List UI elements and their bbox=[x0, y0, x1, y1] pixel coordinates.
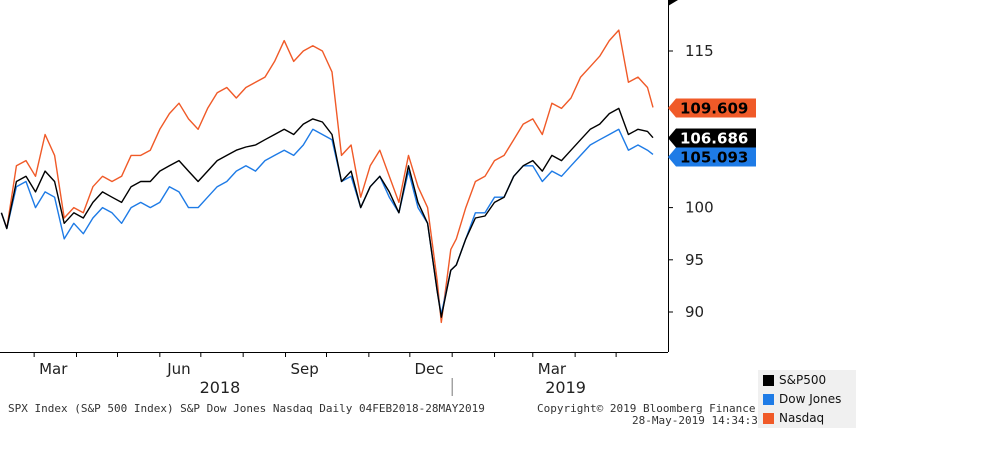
y-tick-label-115: 115 bbox=[685, 42, 714, 60]
series-line-nasdaq bbox=[0, 29, 654, 324]
x-tick-label-mar-4: Mar bbox=[538, 360, 567, 378]
legend-item-dow-jones: Dow Jones bbox=[758, 390, 856, 408]
footer-copyright: Copyright© 2019 Bloomberg Finance L.P. bbox=[537, 402, 789, 415]
series-line-sp500 bbox=[0, 107, 654, 318]
legend-label-sp500: S&P500 bbox=[779, 373, 827, 387]
legend-swatch-dow-jones bbox=[763, 393, 774, 405]
year-label-2019: 2019 bbox=[545, 378, 586, 397]
series-line-dow-jones bbox=[0, 128, 654, 315]
footer-source-text: SPX Index (S&P 500 Index) S&P Dow Jones … bbox=[8, 402, 485, 415]
y-tick-label-100: 100 bbox=[685, 199, 714, 217]
y-axis-top-marker bbox=[668, 0, 678, 6]
last-value-label-sp500: 106.686 bbox=[680, 130, 748, 148]
last-value-tag-dow-jones: 105.093 bbox=[668, 147, 756, 167]
last-value-tag-bg-dow-jones bbox=[668, 147, 756, 167]
x-tick-label-jun-1: Jun bbox=[166, 360, 190, 378]
legend: S&P500 Dow Jones Nasdaq bbox=[758, 370, 856, 428]
footer-timestamp: 28-May-2019 14:34:35 bbox=[632, 414, 764, 427]
last-value-tag-nasdaq: 109.609 bbox=[668, 98, 756, 118]
legend-label-nasdaq: Nasdaq bbox=[779, 411, 825, 425]
y-tick-label-95: 95 bbox=[685, 251, 704, 269]
last-value-tag-bg-nasdaq bbox=[668, 98, 756, 118]
x-tick-label-mar-0: Mar bbox=[39, 360, 68, 378]
legend-swatch-sp500 bbox=[763, 374, 774, 386]
x-tick-label-sep-2: Sep bbox=[291, 360, 319, 378]
x-tick-label-dec-3: Dec bbox=[414, 360, 443, 378]
axes: 90 95 100 115 Mar Jun Sep Dec Mar 2018 2019 bbox=[0, 0, 714, 397]
legend-item-nasdaq: Nasdaq bbox=[758, 409, 856, 427]
last-value-tag-bg-sp500 bbox=[668, 128, 756, 148]
last-value-label-dow-jones: 105.093 bbox=[680, 149, 748, 167]
y-tick-label-90: 90 bbox=[685, 303, 704, 321]
legend-label-dow-jones: Dow Jones bbox=[779, 392, 842, 406]
series-lines bbox=[0, 29, 654, 324]
last-value-label-nasdaq: 109.609 bbox=[680, 100, 748, 118]
last-value-tag-sp500: 106.686 bbox=[668, 128, 756, 148]
legend-item-sp500: S&P500 bbox=[758, 371, 856, 389]
year-label-2018: 2018 bbox=[200, 378, 241, 397]
legend-swatch-nasdaq bbox=[763, 412, 774, 424]
